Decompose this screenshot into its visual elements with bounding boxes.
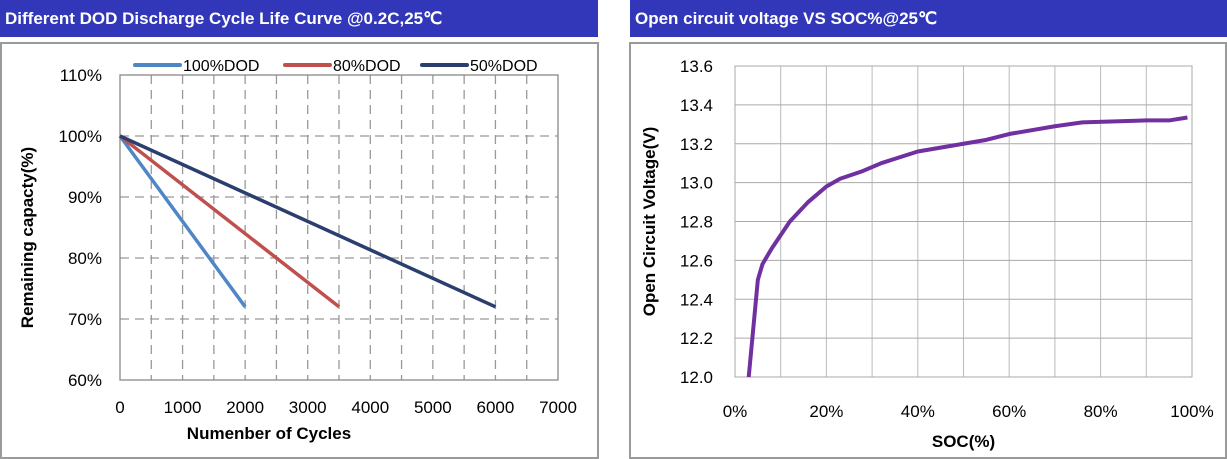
plot-area (734, 65, 1193, 378)
x-tick-label: 5000 (414, 398, 452, 417)
y-tick-label: 12.4 (680, 290, 713, 309)
y-tick-label: 12.2 (680, 329, 713, 348)
series-line-100%DOD (118, 134, 247, 308)
y-tick-label: 80% (68, 249, 102, 268)
x-axis-label: SOC(%) (932, 432, 995, 451)
x-tick-label: 60% (992, 402, 1026, 421)
legend-label: 80%DOD (333, 58, 401, 75)
x-tick-label: 40% (901, 402, 935, 421)
x-tick-label: 0% (723, 402, 748, 421)
x-tick-label: 6000 (477, 398, 515, 417)
y-tick-label: 70% (68, 310, 102, 329)
y-tick-label: 90% (68, 188, 102, 207)
x-tick-label: 4000 (351, 398, 389, 417)
y-tick-label: 12.6 (680, 251, 713, 270)
y-axis-label: Remaining capacty(%) (18, 147, 37, 328)
series-line-ocv (746, 115, 1188, 378)
x-tick-label: 2000 (226, 398, 264, 417)
right-chart-panel (629, 42, 1227, 459)
y-tick-label: 13.0 (680, 174, 713, 193)
series-line-80%DOD (118, 134, 341, 309)
x-tick-label: 7000 (539, 398, 577, 417)
series-line-50%DOD (119, 134, 497, 309)
x-tick-label: 100% (1170, 402, 1213, 421)
x-axis-label: Numenber of Cycles (187, 424, 351, 443)
right-chart-title: Open circuit voltage VS SOC%@25℃ (630, 0, 1227, 37)
x-tick-label: 20% (809, 402, 843, 421)
x-tick-label: 80% (1084, 402, 1118, 421)
x-tick-label: 3000 (289, 398, 327, 417)
y-tick-label: 12.8 (680, 213, 713, 232)
y-axis-label: Open Circuit Voltage(V) (640, 127, 659, 317)
y-tick-label: 13.2 (680, 135, 713, 154)
left-chart-title: Different DOD Discharge Cycle Life Curve… (0, 0, 598, 37)
y-tick-label: 13.4 (680, 96, 713, 115)
plot-area (119, 74, 559, 381)
legend-label: 100%DOD (183, 58, 259, 75)
y-tick-label: 110% (60, 66, 102, 85)
legend-label: 50%DOD (470, 58, 538, 75)
y-tick-label: 60% (68, 371, 102, 390)
y-tick-label: 100% (59, 127, 102, 146)
y-tick-label: 13.6 (680, 57, 713, 76)
left-chart-panel (0, 42, 599, 459)
x-tick-label: 1000 (164, 398, 202, 417)
x-tick-label: 0 (115, 398, 124, 417)
y-tick-label: 12.0 (680, 368, 713, 387)
